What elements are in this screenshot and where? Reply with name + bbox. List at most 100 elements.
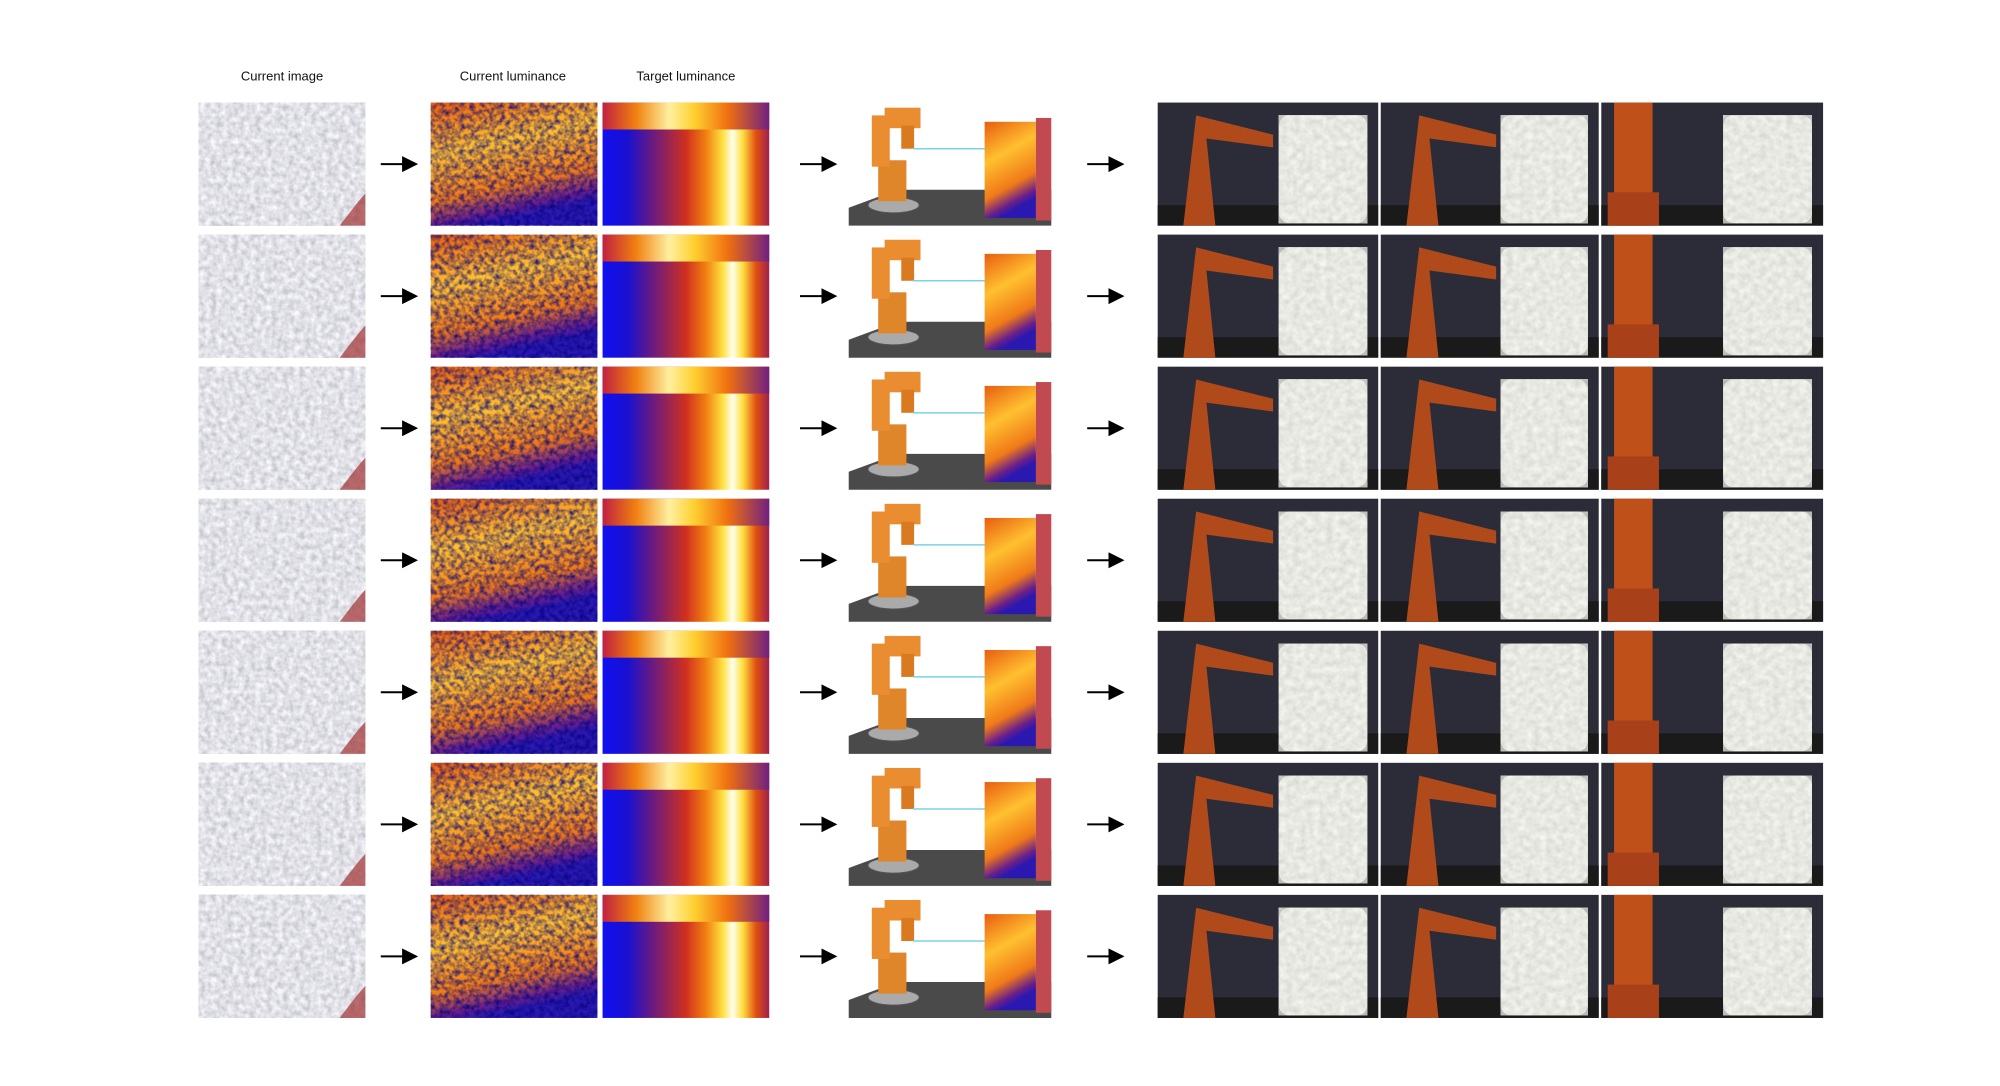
foam-texture bbox=[1500, 643, 1588, 752]
wall-side bbox=[1035, 646, 1052, 749]
foam-texture bbox=[1500, 775, 1588, 884]
robot-arm bbox=[884, 900, 921, 921]
robot-body bbox=[878, 688, 907, 730]
robot-arm-photo bbox=[1183, 775, 1274, 886]
robot-base-photo bbox=[1607, 720, 1659, 754]
robot-arm bbox=[884, 767, 921, 789]
wall-side bbox=[1035, 382, 1052, 485]
rows bbox=[198, 102, 1824, 1018]
luminance-texture bbox=[430, 366, 598, 490]
robot-edge bbox=[339, 325, 366, 358]
robot-base-photo bbox=[1607, 984, 1659, 1018]
foam-texture bbox=[1278, 775, 1368, 884]
robot-edge bbox=[339, 193, 366, 226]
header: Current image Current luminance Target lum… bbox=[241, 68, 736, 83]
robot-edge bbox=[339, 985, 366, 1018]
robot-body bbox=[878, 952, 907, 994]
foam-texture bbox=[1500, 907, 1588, 1016]
robot-arm-photo bbox=[1183, 511, 1274, 622]
robot-wrist bbox=[901, 785, 915, 809]
luminance-texture bbox=[430, 102, 598, 226]
row bbox=[198, 894, 1824, 1018]
robot-base-photo bbox=[1607, 852, 1659, 886]
target-luminance-top bbox=[602, 366, 770, 394]
luminance-texture bbox=[430, 762, 598, 886]
robot-arm-photo bbox=[1183, 115, 1274, 226]
robot-edge bbox=[339, 721, 366, 754]
robot-base-photo bbox=[1607, 456, 1659, 490]
foam-texture bbox=[1278, 643, 1368, 752]
target-luminance-top bbox=[602, 894, 770, 922]
robot-arm bbox=[884, 371, 921, 393]
row bbox=[198, 762, 1824, 886]
foam-texture bbox=[1278, 379, 1368, 488]
foam-texture bbox=[1278, 907, 1368, 1016]
current-image-texture bbox=[198, 102, 366, 226]
row bbox=[198, 498, 1824, 622]
current-image-texture bbox=[198, 630, 366, 754]
robot-wrist bbox=[901, 125, 915, 149]
robot-edge bbox=[339, 853, 366, 886]
foam-texture bbox=[1723, 115, 1812, 224]
robot-arm-photo bbox=[1406, 775, 1497, 886]
robot-arm-photo bbox=[1183, 247, 1274, 358]
wall-side bbox=[1035, 250, 1052, 353]
current-image-texture bbox=[198, 234, 366, 358]
luminance-texture bbox=[430, 498, 598, 622]
foam-texture bbox=[1500, 511, 1588, 620]
target-luminance-top bbox=[602, 762, 770, 790]
column-label: Target luminance bbox=[636, 68, 735, 83]
wall-texture bbox=[984, 121, 1036, 218]
wall-texture bbox=[984, 385, 1036, 483]
luminance-texture bbox=[430, 894, 598, 1018]
robot-arm bbox=[884, 107, 921, 129]
robot-arm bbox=[884, 503, 921, 525]
robot-edge bbox=[339, 589, 366, 622]
foam-texture bbox=[1278, 511, 1368, 620]
row bbox=[198, 234, 1824, 358]
wall-texture bbox=[984, 517, 1036, 615]
robot-body bbox=[878, 820, 907, 862]
robot-arm-photo bbox=[1406, 379, 1497, 490]
robot-body bbox=[878, 424, 907, 466]
row bbox=[198, 366, 1824, 490]
foam-texture bbox=[1500, 247, 1588, 356]
foam-texture bbox=[1278, 115, 1368, 224]
robot-body bbox=[878, 292, 907, 334]
robot-edge bbox=[339, 457, 366, 490]
foam-texture bbox=[1723, 247, 1812, 356]
current-image-texture bbox=[198, 762, 366, 886]
robot-arm-photo bbox=[1183, 907, 1274, 1018]
robot-wrist bbox=[901, 389, 915, 413]
wall-texture bbox=[984, 253, 1036, 350]
wall-texture bbox=[984, 914, 1036, 1011]
column-label: Current image bbox=[241, 68, 323, 83]
target-luminance-top bbox=[602, 102, 770, 130]
foam-texture bbox=[1500, 115, 1588, 224]
robot-base-photo bbox=[1607, 192, 1659, 226]
wall-side bbox=[1035, 514, 1052, 617]
luminance-texture bbox=[430, 630, 598, 754]
foam-texture bbox=[1500, 379, 1588, 488]
robot-arm-photo bbox=[1406, 511, 1497, 622]
robot-arm-photo bbox=[1406, 907, 1497, 1018]
robot-arm bbox=[884, 635, 921, 657]
robot-arm-photo bbox=[1406, 115, 1497, 226]
foam-texture bbox=[1723, 907, 1812, 1016]
target-luminance-top bbox=[602, 630, 770, 658]
current-image-texture bbox=[198, 894, 366, 1018]
robot-arm-photo bbox=[1183, 643, 1274, 754]
robot-base-photo bbox=[1607, 588, 1659, 622]
robot-base-photo bbox=[1607, 324, 1659, 358]
robot-arm-photo bbox=[1406, 643, 1497, 754]
target-luminance-top bbox=[602, 234, 770, 262]
robot-arm bbox=[884, 239, 921, 261]
foam-texture bbox=[1723, 643, 1812, 752]
foam-texture bbox=[1723, 511, 1812, 620]
robot-wrist bbox=[901, 257, 915, 281]
luminance-texture bbox=[430, 234, 598, 358]
target-luminance-top bbox=[602, 498, 770, 526]
robot-wrist bbox=[901, 521, 915, 545]
column-label: Current luminance bbox=[460, 68, 566, 83]
